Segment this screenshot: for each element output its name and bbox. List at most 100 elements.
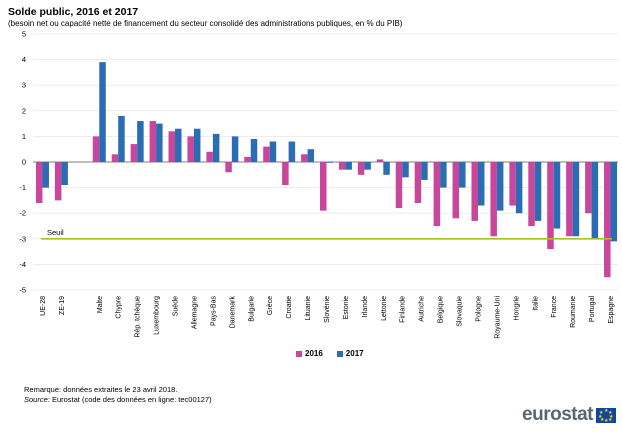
y-tick-label: -4 <box>19 260 26 269</box>
bar-2017-Finlande <box>402 162 409 178</box>
bar-2017-Royaume-Uni <box>496 162 504 211</box>
bar-2016-Roumanie <box>566 162 573 237</box>
x-category-label: Roumanie <box>570 296 577 328</box>
bar-2017-Pays-Bas <box>212 133 220 162</box>
bar-2016-Hongrie <box>509 162 516 206</box>
bar-2017-Luxembourg <box>156 123 163 162</box>
bar-2016-Slovaquie <box>452 162 460 219</box>
bar-2016-Slovénie <box>320 162 327 211</box>
y-tick-label: 0 <box>22 158 26 167</box>
x-category-label: France <box>551 296 558 318</box>
bar-2016-Lituanie <box>301 154 308 162</box>
x-category-label: Irlande <box>362 296 369 318</box>
bar-2016-Malte <box>92 136 100 162</box>
bar-2016-Estonie <box>338 162 346 170</box>
legend: 2016 2017 <box>296 349 364 358</box>
chart-title: Solde public, 2016 et 2017 <box>8 6 139 18</box>
bar-2016-Irlande <box>357 162 365 175</box>
y-tick-label: -1 <box>19 183 26 192</box>
bar-2017-Hongrie <box>515 162 523 214</box>
bar-2017-Estonie <box>345 162 352 170</box>
eu-flag-icon: ★ ★ ★ ★ ★ ★ ★ ★ <box>596 407 616 423</box>
x-category-label: Allemagne <box>191 296 198 329</box>
threshold: Seuil <box>41 228 612 240</box>
bar-2017-Espagne <box>610 162 618 242</box>
x-category-label: Espagne <box>608 296 615 324</box>
bar-2016-Belgique <box>433 162 441 226</box>
x-category-label: Chypre <box>116 296 123 319</box>
y-axis-ticks: 5 4 3 2 1 0 -1 -2 -3 -4 -5 <box>19 30 26 295</box>
bar-2016-Finlande <box>395 162 403 209</box>
eurostat-logo: eurostat ★ ★ ★ ★ ★ ★ ★ ★ <box>522 404 616 426</box>
y-tick-label: -3 <box>19 234 26 243</box>
bar-2016-UE-28 <box>35 162 43 203</box>
y-tick-label: 3 <box>22 81 26 90</box>
bar-2017-Belgique <box>440 162 447 188</box>
x-category-label: Hongrie <box>513 296 520 321</box>
x-category-label: Slovaquie <box>457 296 464 327</box>
x-category-label: Suède <box>173 296 180 316</box>
x-category-label: Italie <box>532 296 539 311</box>
x-axis-labels: UE-28 ZE-19 Malte Chypre Rép. tchèque Luxembo… <box>40 296 615 339</box>
note-remark: Remarque: données extraites le 23 avril … <box>24 385 178 394</box>
bar-2017-Lituanie <box>307 149 315 162</box>
source-text: Eurostat (code des données en ligne: tec… <box>49 395 212 404</box>
x-category-label: Slovénie <box>324 296 331 323</box>
bar-2017-Slovénie <box>326 162 333 163</box>
bar-2016-Italie <box>528 162 535 226</box>
legend-swatch-2016 <box>296 350 302 357</box>
threshold-label: Seuil <box>47 228 64 237</box>
bar-2016-ZE-19 <box>54 162 62 201</box>
x-category-label: Lituanie <box>305 296 312 321</box>
bar-2017-Italie <box>534 162 542 221</box>
x-category-label: Grèce <box>267 296 274 315</box>
bar-2017-Autriche <box>421 162 428 180</box>
bar-2017-UE-28 <box>42 162 49 188</box>
y-tick-label: 1 <box>22 132 26 141</box>
x-category-label: Royaume-Uni <box>494 296 501 339</box>
y-tick-label: 5 <box>22 30 26 39</box>
bar-2016-Pologne <box>471 162 478 221</box>
bar-2016-Danemark <box>225 162 232 173</box>
legend-swatch-2017 <box>336 350 343 357</box>
x-category-label: ZE-19 <box>59 296 66 315</box>
bar-2017-Grèce <box>269 141 277 162</box>
bars <box>35 62 618 278</box>
bar-2017-Rép. tchèque <box>137 121 144 162</box>
y-tick-label: 2 <box>22 106 26 115</box>
legend-label-2017: 2017 <box>345 349 364 358</box>
y-tick-label: -2 <box>19 209 26 218</box>
bar-2016-Lettonie <box>376 159 384 162</box>
bar-2016-Grèce <box>263 146 270 162</box>
x-category-label: Croatie <box>286 296 293 319</box>
source-label: Source: <box>24 395 50 404</box>
x-category-label: Danemark <box>229 296 236 329</box>
note-source: Source: Eurostat (code des données en li… <box>24 395 212 404</box>
bar-2016-Portugal <box>585 162 592 214</box>
bar-2016-Espagne <box>604 162 611 278</box>
legend-label-2016: 2016 <box>305 349 323 358</box>
x-category-label: Malte <box>97 296 104 313</box>
x-category-label: Rép. tchèque <box>135 296 142 338</box>
bar-2017-Pologne <box>477 162 485 206</box>
y-tick-label: -5 <box>19 286 26 295</box>
bar-2017-Croatie <box>288 141 296 162</box>
legend-item-2017: 2017 <box>336 349 364 358</box>
x-category-label: Pays-Bas <box>210 296 217 326</box>
bar-2016-Autriche <box>414 162 422 203</box>
bar-2016-Royaume-Uni <box>490 162 497 237</box>
bar-2016-Allemagne <box>187 136 194 162</box>
bar-2016-France <box>547 162 554 250</box>
bar-2017-Danemark <box>231 136 239 162</box>
bar-2016-Bulgarie <box>244 156 251 162</box>
bar-chart: 5 4 3 2 1 0 -1 -2 -3 -4 -5 UE-28 ZE-19 Malte Chypre Ré… <box>19 30 618 339</box>
x-category-label: Belgique <box>438 296 445 323</box>
bar-2016-Suède <box>168 131 176 162</box>
x-category-label: Finlande <box>400 296 407 323</box>
logo-text: eurostat <box>522 404 593 425</box>
bar-2016-Croatie <box>282 162 289 186</box>
x-category-label: Lettonie <box>381 296 388 321</box>
bar-2016-Rép. tchèque <box>130 144 138 162</box>
bar-2017-Malte <box>99 62 106 162</box>
bar-2017-Lettonie <box>383 162 390 175</box>
